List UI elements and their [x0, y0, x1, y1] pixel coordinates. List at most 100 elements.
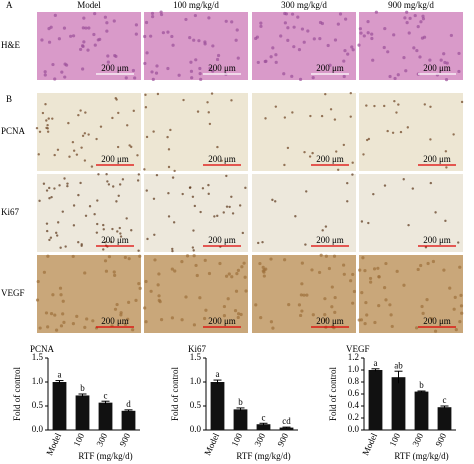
cell	[198, 72, 202, 76]
row-label: PCNA	[1, 126, 26, 136]
cell	[159, 12, 164, 17]
cell	[181, 192, 184, 196]
cell	[419, 263, 423, 268]
cell	[63, 62, 67, 66]
cell	[50, 195, 53, 199]
cell	[75, 314, 79, 318]
cell	[320, 21, 324, 26]
cell	[43, 73, 47, 77]
cell	[138, 254, 142, 258]
cell	[113, 307, 118, 311]
y-tick-label: 0.5	[32, 400, 44, 410]
cell	[222, 304, 227, 309]
cell	[46, 130, 50, 133]
bar	[75, 395, 90, 430]
cell	[317, 270, 322, 275]
cell	[226, 297, 230, 301]
cell	[202, 316, 207, 321]
cell	[53, 187, 56, 190]
cell	[143, 168, 146, 171]
cell	[138, 286, 142, 290]
cell	[298, 77, 303, 81]
cell	[224, 19, 228, 23]
cell	[173, 269, 177, 273]
cell	[426, 261, 430, 266]
cell	[299, 313, 303, 318]
cell	[66, 184, 69, 188]
cell	[459, 293, 463, 298]
cell	[72, 204, 76, 207]
cell	[71, 34, 76, 38]
cell	[402, 283, 406, 287]
cell	[393, 76, 397, 81]
cell	[194, 58, 198, 62]
cell	[69, 34, 73, 38]
cell	[382, 45, 386, 50]
scale-label: 200 μm	[316, 63, 344, 73]
cell	[115, 302, 119, 307]
cell	[366, 31, 370, 35]
micrograph	[144, 93, 248, 171]
cell	[274, 105, 278, 108]
cell	[445, 166, 448, 169]
cell	[150, 11, 155, 16]
cell	[412, 46, 416, 50]
cell	[360, 220, 364, 223]
micrograph	[359, 12, 463, 80]
cell	[364, 300, 368, 305]
cell	[342, 74, 346, 79]
bar	[121, 410, 136, 430]
cell	[83, 271, 87, 275]
cell	[257, 241, 260, 245]
cell	[311, 151, 314, 155]
cell	[230, 20, 234, 24]
cell	[388, 74, 392, 79]
cell	[318, 37, 322, 41]
cell	[204, 308, 208, 312]
cell	[49, 312, 54, 316]
cell	[459, 304, 464, 308]
scale-label: 200 μm	[423, 154, 451, 164]
y-tick-label: 0.4	[348, 400, 360, 410]
cell	[180, 259, 184, 264]
cell	[77, 193, 80, 197]
x-tick-label: Model	[44, 431, 63, 457]
cell	[363, 322, 367, 326]
x-tick-label: Model	[360, 431, 379, 457]
cell	[300, 27, 305, 31]
micrograph	[252, 174, 356, 252]
chart-title: VEGF	[346, 344, 370, 354]
cell	[230, 99, 233, 102]
cell	[84, 214, 88, 217]
cell	[79, 181, 82, 185]
cell	[59, 293, 63, 297]
micrograph	[144, 174, 248, 252]
x-axis-label: RTF (mg/kg/d)	[394, 451, 448, 461]
cell	[49, 25, 53, 29]
cell	[424, 246, 428, 249]
cell	[196, 110, 200, 113]
cell	[349, 91, 352, 95]
scale-label: 200 μm	[316, 316, 344, 326]
cell	[421, 311, 425, 315]
cell	[171, 176, 175, 179]
column-header: 300 mg/kg/d	[281, 0, 327, 10]
cell	[95, 231, 99, 234]
cell	[72, 149, 76, 152]
cell	[231, 212, 235, 215]
cell	[132, 109, 135, 113]
cell	[300, 309, 304, 313]
cell	[111, 116, 114, 120]
cell	[429, 317, 434, 321]
cell	[407, 223, 410, 227]
cell	[418, 55, 422, 59]
column-header: Model	[77, 0, 101, 10]
cell	[351, 48, 355, 52]
significance-letter: b	[419, 380, 424, 390]
cell	[195, 273, 199, 278]
scale-label: 200 μm	[101, 235, 129, 245]
cell	[269, 55, 273, 59]
cell	[117, 111, 120, 115]
cell	[127, 257, 131, 261]
cell	[45, 229, 49, 233]
